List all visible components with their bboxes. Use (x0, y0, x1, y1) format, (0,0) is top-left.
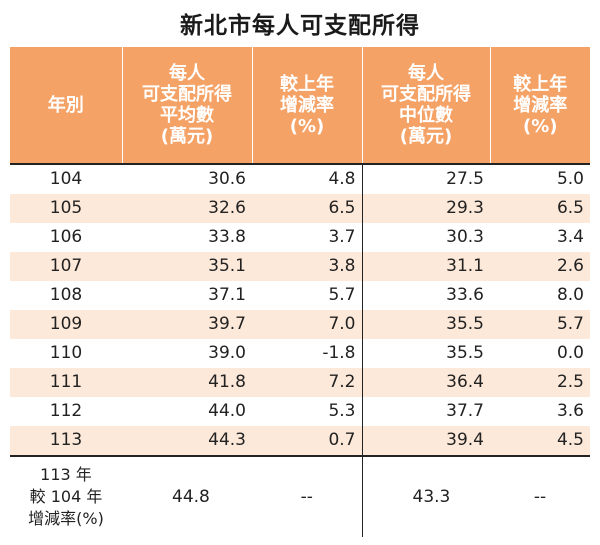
cell-median: 36.4 (361, 368, 490, 397)
table-row: 109 39.7 7.0 35.5 5.7 (10, 310, 590, 339)
cell-mean: 32.6 (122, 194, 252, 223)
cell-mean-change: -1.8 (322, 343, 356, 363)
header-median-line: 每人 (408, 63, 444, 84)
table-row: 106 33.8 3.7 30.3 3.4 (10, 223, 590, 252)
cell-mean: 37.1 (208, 285, 246, 305)
cell-median-change: 3.4 (556, 227, 584, 247)
cell-median-change: 5.7 (490, 310, 590, 339)
cell-median-change: 2.6 (490, 252, 590, 281)
cell-year: 107 (10, 252, 122, 281)
cell-median-change: 6.5 (490, 194, 590, 223)
summary-mean: 44.8 (122, 455, 252, 537)
header-year-text: 年別 (47, 94, 84, 116)
summary-label-line: 較 104 年 (29, 487, 103, 506)
cell-mean-change: 4.8 (252, 163, 362, 194)
header-median-change-line: 增減率 (513, 94, 568, 116)
cell-median: 33.6 (361, 281, 490, 310)
cell-median: 35.5 (361, 339, 490, 368)
cell-mean: 30.6 (122, 163, 252, 194)
summary-median: 43.3 (361, 455, 490, 537)
cell-median-change: 8.0 (556, 285, 584, 305)
table-row: 105 32.6 6.5 29.3 6.5 (10, 194, 590, 223)
header-mean-line: 每人 (169, 63, 205, 84)
cell-year: 113 (10, 426, 122, 456)
summary-mean-change: -- (252, 455, 362, 537)
table-row: 107 35.1 3.8 31.1 2.6 (10, 252, 590, 281)
summary-label-line: 增減率(%) (28, 509, 104, 528)
cell-year: 105 (10, 194, 122, 223)
cell-median-change: 3.6 (556, 401, 584, 421)
header-mean-change-line: 較上年 (280, 73, 334, 95)
summary-row: 113 年 較 104 年 增減率(%) 44.8 -- 43.3 -- (10, 455, 590, 537)
cell-median-change: 4.5 (490, 426, 590, 456)
table-row: 110 39.0 -1.8 35.5 0.0 (10, 339, 590, 368)
cell-mean-change: 3.7 (328, 227, 356, 247)
cell-mean: 35.1 (122, 252, 252, 281)
cell-median: 31.1 (361, 252, 490, 281)
header-median-line: 中位數 (399, 105, 453, 126)
table-row: 108 37.1 5.7 33.6 8.0 (10, 281, 590, 310)
header-median: 每人 可支配所得 中位數 (萬元) (361, 47, 490, 164)
header-mean-line: (萬元) (160, 126, 214, 147)
summary-label: 113 年 較 104 年 增減率(%) (10, 455, 122, 537)
cell-median: 39.4 (361, 426, 490, 456)
cell-mean: 44.3 (122, 426, 252, 456)
table-row: 111 41.8 7.2 36.4 2.5 (10, 368, 590, 397)
cell-mean-change: 6.5 (252, 194, 362, 223)
cell-mean-change: 5.7 (328, 285, 356, 305)
header-row: 年別 每人 可支配所得 平均數 (萬元) 較上年 增減率 (%) 每人 可支配所… (10, 47, 590, 164)
cell-mean-change: 0.7 (252, 426, 362, 456)
cell-median: 35.5 (361, 310, 490, 339)
cell-mean-change: 7.2 (252, 368, 362, 397)
table-row: 112 44.0 5.3 37.7 3.6 (10, 397, 590, 426)
cell-median: 30.3 (361, 223, 490, 252)
summary-median-change: -- (490, 455, 590, 537)
cell-mean: 44.0 (208, 401, 246, 421)
header-year: 年別 (10, 47, 122, 164)
cell-mean-change: 5.3 (328, 401, 356, 421)
cell-median-change: 2.5 (490, 368, 590, 397)
table-row: 104 30.6 4.8 27.5 5.0 (10, 163, 590, 194)
header-median-line: (萬元) (399, 126, 453, 147)
header-mean-change: 較上年 增減率 (%) (251, 47, 362, 164)
cell-mean: 39.0 (208, 343, 246, 363)
cell-mean-change: 7.0 (252, 310, 362, 339)
header-median-change-line: 較上年 (513, 73, 568, 95)
cell-year: 108 (49, 285, 83, 305)
header-mean-line: 平均數 (160, 105, 214, 126)
header-median-change-line: (%) (523, 115, 558, 137)
cell-mean: 33.8 (208, 227, 246, 247)
header-mean-line: 可支配所得 (142, 84, 232, 105)
cell-median-change: 0.0 (556, 343, 584, 363)
cell-median: 27.5 (361, 163, 490, 194)
cell-median-change: 5.0 (490, 163, 590, 194)
page-title: 新北市每人可支配所得 (180, 13, 420, 39)
header-mean-change-line: (%) (289, 115, 325, 137)
cell-median: 29.3 (361, 194, 490, 223)
cell-mean-change: 3.8 (252, 252, 362, 281)
income-table: 年別 每人 可支配所得 平均數 (萬元) 較上年 增減率 (%) 每人 可支配所… (10, 47, 590, 537)
header-median-change: 較上年 增減率 (%) (489, 47, 590, 164)
header-mean: 每人 可支配所得 平均數 (萬元) (121, 47, 252, 164)
cell-mean: 39.7 (122, 310, 252, 339)
cell-year: 110 (49, 343, 83, 363)
cell-year: 112 (49, 401, 83, 421)
cell-year: 111 (10, 368, 122, 397)
table-row: 113 44.3 0.7 39.4 4.5 (10, 426, 590, 456)
cell-mean: 41.8 (122, 368, 252, 397)
cell-year: 109 (10, 310, 122, 339)
header-mean-change-line: 增減率 (280, 94, 334, 116)
summary-label-line: 113 年 (40, 465, 92, 484)
cell-year: 104 (10, 163, 122, 194)
header-median-line: 可支配所得 (381, 84, 471, 105)
cell-year: 106 (49, 227, 83, 247)
cell-median: 37.7 (361, 397, 490, 426)
